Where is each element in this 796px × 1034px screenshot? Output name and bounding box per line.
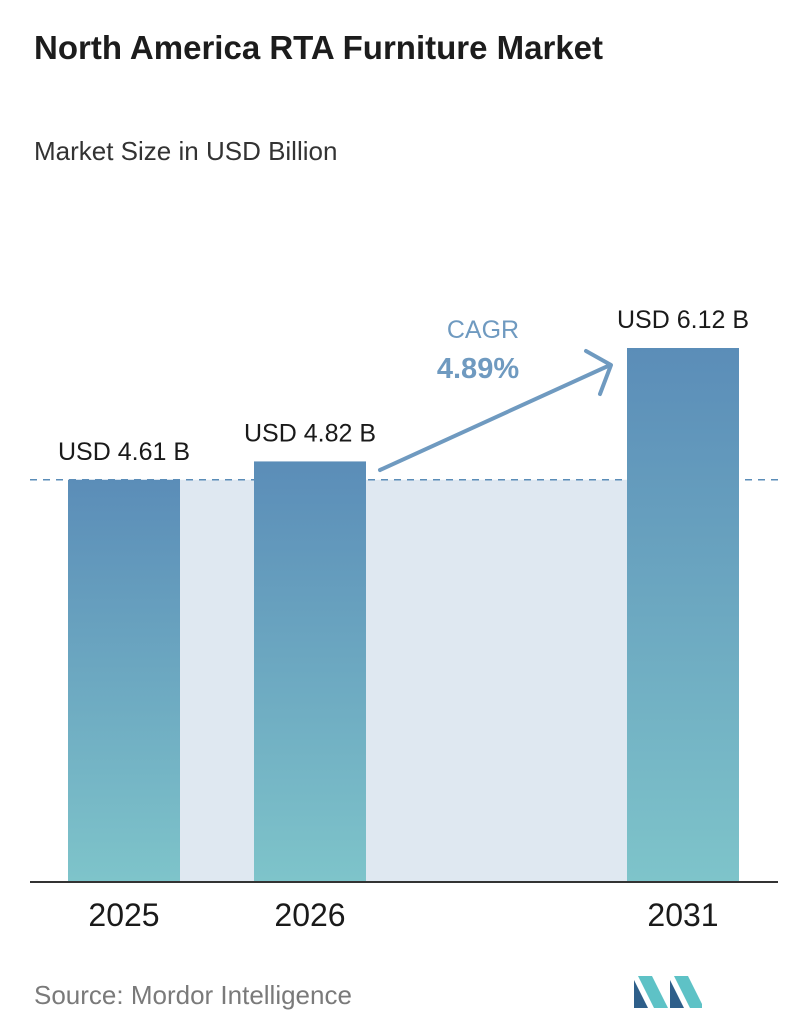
source-text: Source: Mordor Intelligence (34, 980, 352, 1010)
data-label-2031: USD 6.12 B (617, 306, 749, 334)
gap-band (180, 479, 254, 882)
cagr-arrow (378, 349, 613, 472)
chart-title: North America RTA Furniture Market (34, 29, 604, 66)
data-label-2025: USD 4.61 B (58, 438, 190, 466)
bar-chart: USD 4.61 B USD 4.82 B USD 6.12 B 2025 2026 2… (30, 306, 782, 933)
x-tick-2025: 2025 (88, 897, 159, 933)
gap-band (366, 479, 627, 882)
bar-2025 (68, 479, 180, 882)
cagr-label: CAGR (447, 316, 519, 344)
x-tick-2026: 2026 (274, 897, 345, 933)
bar-2031 (627, 348, 739, 882)
data-label-2026: USD 4.82 B (244, 419, 376, 447)
bar-2026 (254, 461, 366, 882)
mordor-logo-icon (634, 976, 702, 1008)
chart-subtitle: Market Size in USD Billion (34, 136, 338, 166)
x-tick-2031: 2031 (647, 897, 718, 933)
background-bands (180, 479, 627, 882)
cagr-value: 4.89% (437, 353, 519, 385)
